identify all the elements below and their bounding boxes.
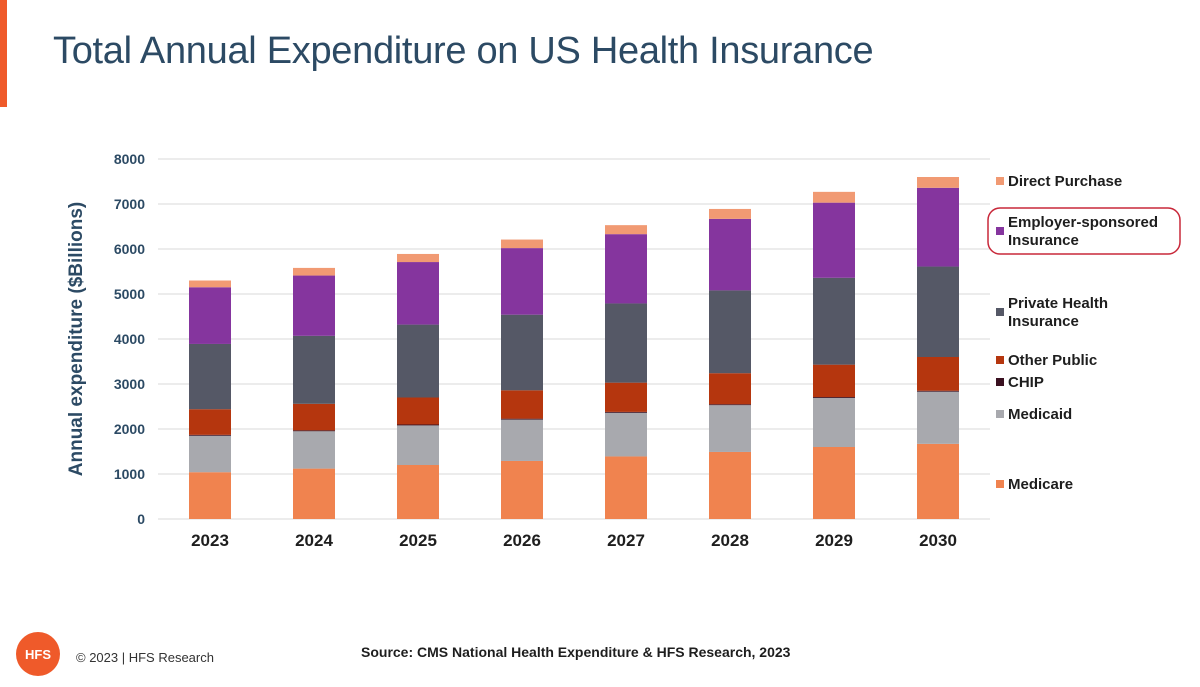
bar-medicaid-2030	[917, 391, 959, 444]
bar-direct-purchase-2026	[501, 239, 543, 249]
y-tick-label: 2000	[114, 421, 145, 437]
bar-chip-2023	[189, 434, 231, 436]
bar-other-public-2024	[293, 403, 335, 431]
bar-direct-purchase-2024	[293, 267, 335, 276]
bar-employer-sponsored-insurance-2030	[917, 187, 959, 267]
y-axis-title: Annual expenditure ($Billions)	[66, 202, 87, 476]
bar-medicare-2026	[501, 460, 543, 519]
bar-chip-2026	[501, 418, 543, 420]
bar-other-public-2026	[501, 390, 543, 419]
bar-employer-sponsored-insurance-2024	[293, 275, 335, 336]
y-tick-label: 0	[137, 511, 145, 527]
legend-swatch-medicaid	[996, 410, 1004, 418]
bar-employer-sponsored-insurance-2025	[397, 262, 439, 325]
bar-other-public-2023	[189, 409, 231, 435]
bar-direct-purchase-2027	[605, 225, 647, 235]
bar-chip-2028	[709, 404, 751, 406]
bar-other-public-2025	[397, 397, 439, 425]
page-title: Total Annual Expenditure on US Health In…	[53, 30, 874, 72]
bar-private-health-insurance-2023	[189, 343, 231, 410]
legend-label-other-public: Other Public	[1008, 352, 1097, 369]
legend-label-chip: CHIP	[1008, 374, 1044, 391]
bar-chip-2025	[397, 424, 439, 426]
legend-label-private-health-insurance: Private Health Insurance	[1008, 295, 1108, 330]
y-tick-label: 3000	[114, 376, 145, 392]
bar-private-health-insurance-2025	[397, 324, 439, 398]
bar-employer-sponsored-insurance-2023	[189, 287, 231, 344]
bar-direct-purchase-2025	[397, 253, 439, 263]
y-tick-label: 1000	[114, 466, 145, 482]
bar-other-public-2027	[605, 382, 647, 412]
bar-medicaid-2024	[293, 431, 335, 469]
bar-medicare-2028	[709, 451, 751, 519]
bar-other-public-2028	[709, 373, 751, 405]
bar-employer-sponsored-insurance-2027	[605, 234, 647, 304]
bar-private-health-insurance-2026	[501, 314, 543, 391]
bar-medicaid-2025	[397, 425, 439, 465]
x-tick-label: 2029	[815, 531, 853, 550]
bar-direct-purchase-2029	[813, 191, 855, 203]
stacked-bar-chart: 0 1000 2000 3000 4000 5000 6000 7000 8000 Annual …	[66, 151, 1181, 550]
bar-private-health-insurance-2028	[709, 290, 751, 374]
bar-chip-2030	[917, 390, 959, 392]
x-tick-label: 2030	[919, 531, 957, 550]
bar-medicaid-2027	[605, 412, 647, 457]
y-tick-label: 4000	[114, 331, 145, 347]
x-tick-label: 2027	[607, 531, 645, 550]
legend-swatch-medicare	[996, 480, 1004, 488]
legend-label-employer-sponsored-insurance: Employer-sponsored Insurance	[1008, 214, 1158, 249]
legend-swatch-direct-purchase	[996, 177, 1004, 185]
bar-direct-purchase-2028	[709, 208, 751, 219]
bar-medicaid-2028	[709, 405, 751, 452]
bar-medicare-2030	[917, 443, 959, 519]
x-tick-label: 2026	[503, 531, 541, 550]
legend-label-medicaid: Medicaid	[1008, 406, 1072, 423]
bar-private-health-insurance-2027	[605, 303, 647, 383]
bar-employer-sponsored-insurance-2026	[501, 248, 543, 315]
accent-bar	[0, 0, 7, 107]
legend-swatch-employer-sponsored-insurance	[996, 227, 1004, 235]
legend-swatch-chip	[996, 378, 1004, 386]
bar-chip-2024	[293, 430, 335, 432]
bar-medicare-2029	[813, 447, 855, 519]
bar-medicare-2024	[293, 468, 335, 519]
bar-chip-2027	[605, 411, 647, 413]
y-tick-label: 5000	[114, 286, 145, 302]
bar-medicare-2027	[605, 456, 647, 519]
bar-employer-sponsored-insurance-2029	[813, 202, 855, 278]
x-tick-label: 2023	[191, 531, 229, 550]
legend-label-medicare: Medicare	[1008, 476, 1073, 493]
bar-medicare-2023	[189, 472, 231, 519]
bar-private-health-insurance-2029	[813, 277, 855, 365]
legend-swatch-other-public	[996, 356, 1004, 364]
y-tick-label: 6000	[114, 241, 145, 257]
bar-other-public-2030	[917, 357, 959, 391]
bar-medicaid-2029	[813, 397, 855, 447]
x-tick-label: 2028	[711, 531, 749, 550]
legend-swatch-private-health-insurance	[996, 308, 1004, 316]
bar-chip-2029	[813, 397, 855, 398]
x-tick-label: 2024	[295, 531, 333, 550]
copyright-text: © 2023 | HFS Research	[76, 650, 214, 665]
source-note: Source: CMS National Health Expenditure …	[361, 644, 791, 660]
legend-highlight-box	[987, 207, 1181, 255]
bar-medicare-2025	[397, 465, 439, 519]
bar-direct-purchase-2030	[917, 177, 959, 188]
legend-label-direct-purchase: Direct Purchase	[1008, 173, 1122, 190]
bar-employer-sponsored-insurance-2028	[709, 218, 751, 291]
bar-medicaid-2026	[501, 419, 543, 461]
bar-other-public-2029	[813, 364, 855, 398]
bar-private-health-insurance-2024	[293, 335, 335, 404]
bar-medicaid-2023	[189, 435, 231, 473]
x-tick-label: 2025	[399, 531, 437, 550]
bar-private-health-insurance-2030	[917, 266, 959, 357]
bar-direct-purchase-2023	[189, 280, 231, 288]
y-tick-label: 7000	[114, 196, 145, 212]
hfs-logo: HFS	[16, 632, 60, 676]
y-tick-label: 8000	[114, 151, 145, 167]
